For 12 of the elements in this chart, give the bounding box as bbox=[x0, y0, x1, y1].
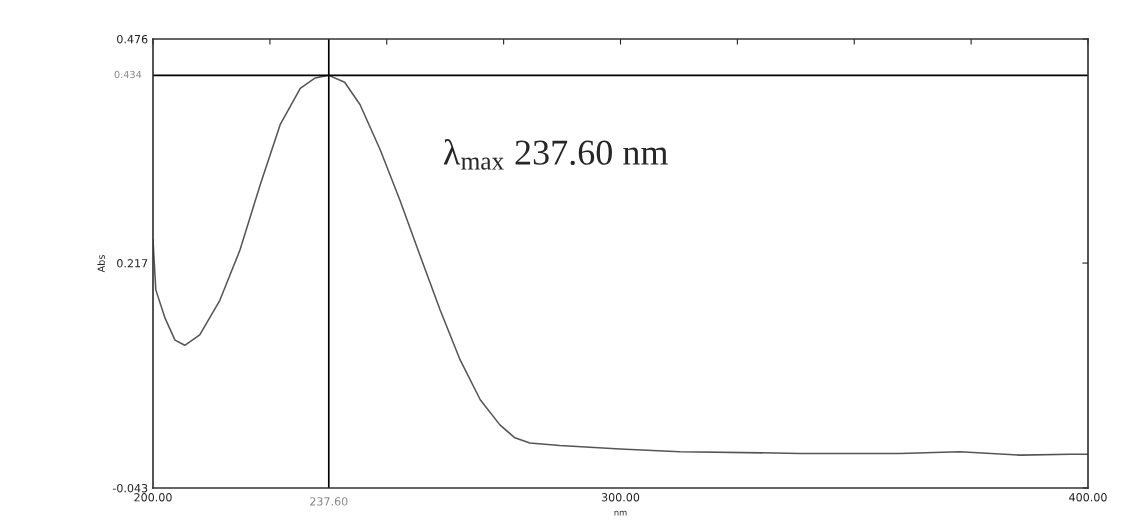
y-tick-label: 0.476 bbox=[117, 34, 148, 44]
ref-line-label: 0.434 bbox=[114, 70, 142, 79]
line-series bbox=[153, 74, 1088, 456]
y-axis-title: Abs bbox=[97, 255, 105, 273]
x-tick-label: 300.00 bbox=[601, 493, 640, 502]
x-tick-label: 200.00 bbox=[134, 493, 172, 502]
ref-line-label: 237.60 bbox=[310, 497, 348, 506]
x-tick-label: 400.00 bbox=[1069, 493, 1107, 502]
y-tick-label: -0.043 bbox=[112, 483, 148, 493]
x-axis-title: nm bbox=[614, 510, 627, 516]
y-tick-label: 0.217 bbox=[117, 259, 148, 268]
annotation: λ$_{max}$ 237.60 nm bbox=[443, 139, 668, 170]
